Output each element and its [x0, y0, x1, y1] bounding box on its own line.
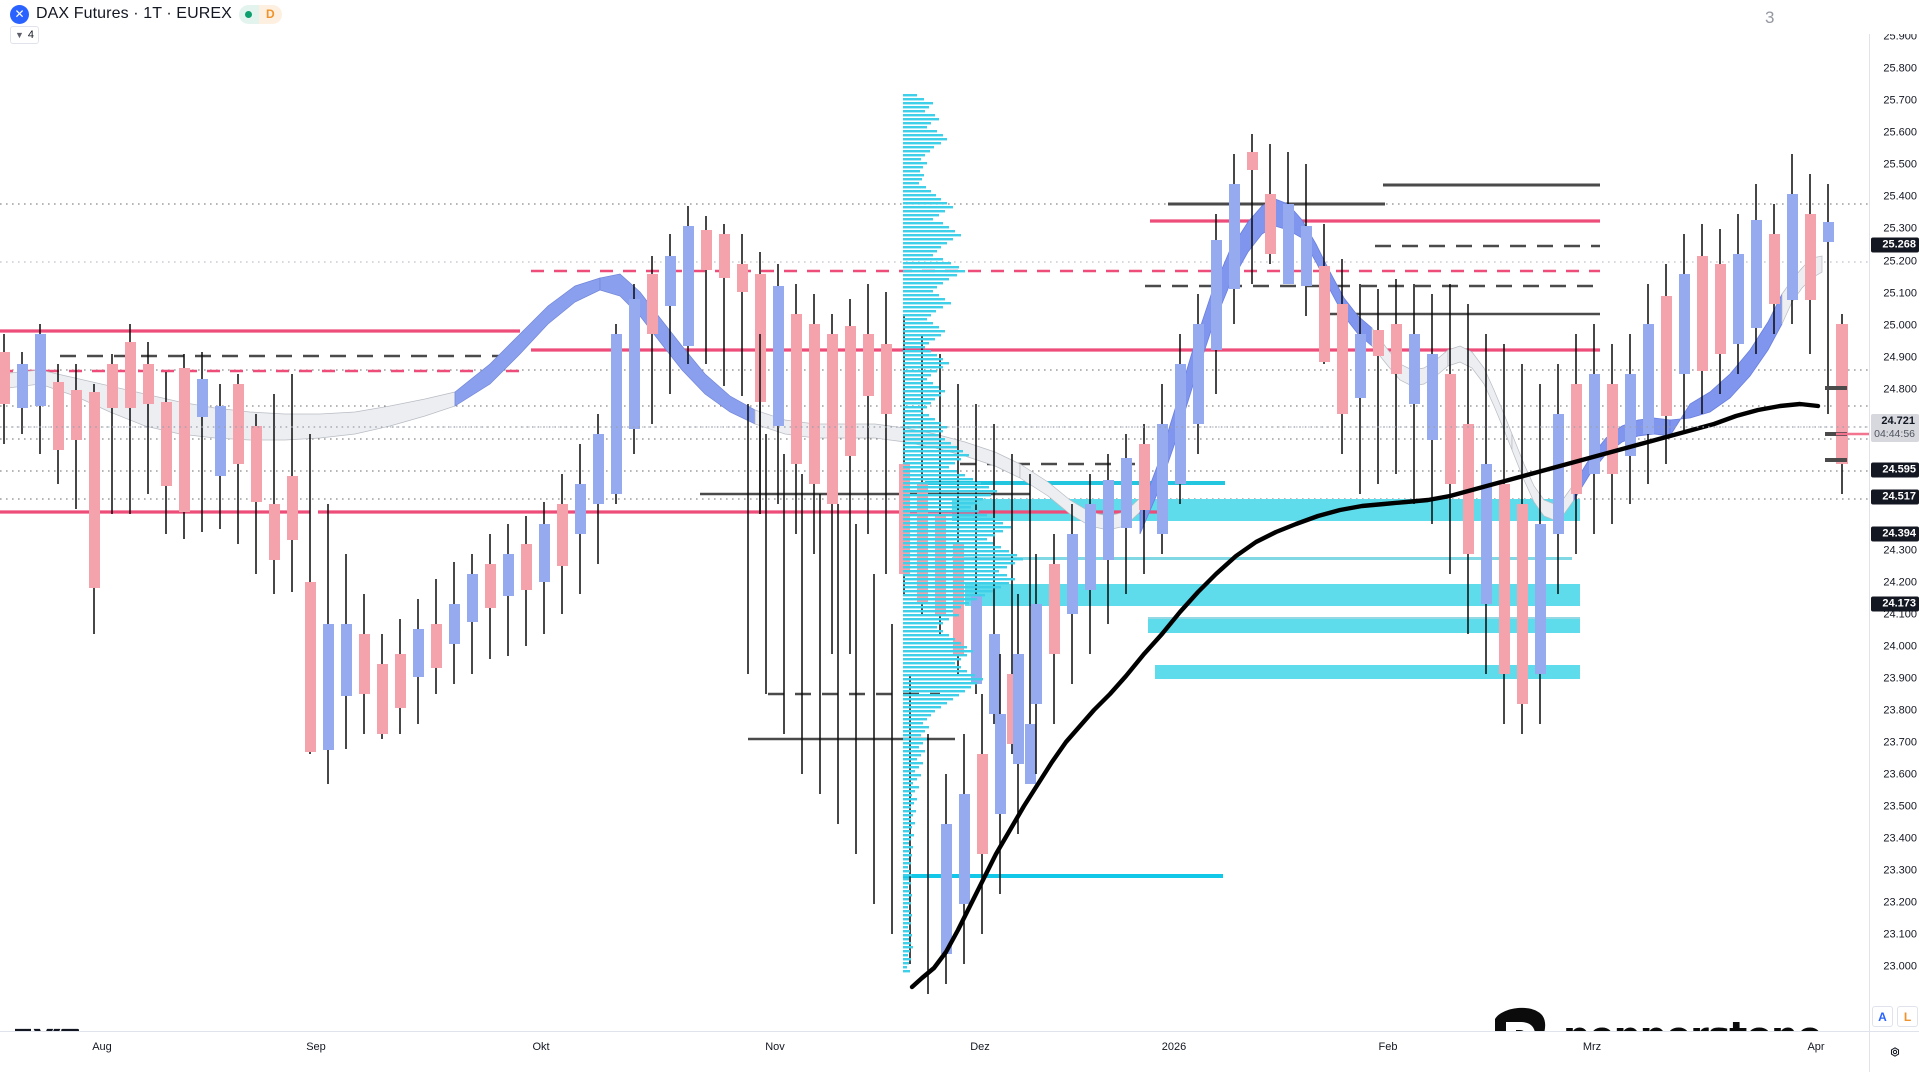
market-open-dot	[238, 4, 259, 24]
price-tick: 25.500	[1883, 158, 1917, 171]
close-x-icon[interactable]: ✕	[10, 4, 29, 24]
symbol-legend[interactable]: ✕ DAX Futures · 1T · EUREX D	[10, 3, 282, 25]
price-level-label[interactable]: 24.173	[1871, 596, 1919, 612]
price-tick: 25.200	[1883, 255, 1917, 268]
time-tick: Dez	[970, 1041, 990, 1053]
last-price-guides	[0, 426, 1869, 436]
time-tick: Okt	[532, 1041, 550, 1053]
trend-line	[909, 401, 1821, 990]
gear-icon	[1890, 1047, 1900, 1057]
price-level-label[interactable]: 25.268	[1871, 237, 1919, 253]
price-tick: 23.200	[1883, 896, 1917, 909]
price-tick: 25.800	[1883, 62, 1917, 75]
price-level-label[interactable]: 24.517	[1871, 489, 1919, 505]
price-tick: 23.600	[1883, 768, 1917, 781]
current-price-label[interactable]: 24.721 04:44:56	[1871, 414, 1919, 442]
price-tick: 25.700	[1883, 94, 1917, 107]
price-tick: 23.900	[1883, 672, 1917, 685]
pepperstone-wordmark: pepperstone	[1563, 1014, 1823, 1031]
price-tick: 24.900	[1883, 351, 1917, 364]
price-tick: 23.400	[1883, 832, 1917, 845]
chevron-down-icon: ▼	[15, 29, 24, 40]
price-tick: 23.800	[1883, 704, 1917, 717]
price-tick: 25.300	[1883, 222, 1917, 235]
time-tick: 2026	[1161, 1041, 1187, 1053]
price-tick: 25.900	[1883, 30, 1917, 43]
candlestick-series	[0, 134, 1848, 994]
volume-profile	[903, 94, 1023, 973]
price-tick: 25.000	[1883, 319, 1917, 332]
collapse-count-label: 4	[27, 29, 35, 41]
pepperstone-logo-icon	[1495, 1007, 1546, 1031]
pane-number-label: 3	[1765, 8, 1775, 27]
price-level-label[interactable]: 24.595	[1871, 462, 1919, 478]
collapse-indicators-button[interactable]: ▼ 4	[10, 26, 40, 44]
price-tick: 24.200	[1883, 576, 1917, 589]
price-tick: 25.100	[1883, 287, 1917, 300]
price-tick: 24.100	[1883, 608, 1917, 621]
axis-settings-corner[interactable]	[1869, 1031, 1919, 1072]
session-badge-label: D	[258, 4, 282, 24]
time-tick: Sep	[306, 1041, 326, 1053]
price-tick: 25.400	[1883, 190, 1917, 203]
price-level-label[interactable]: 24.394	[1871, 526, 1919, 542]
price-tick: 25.600	[1883, 126, 1917, 139]
support-zone-bands	[903, 481, 1580, 878]
price-tick: 23.300	[1883, 864, 1917, 877]
current-price-value: 24.721	[1881, 414, 1915, 427]
log-scale-button[interactable]: L	[1897, 1006, 1918, 1027]
price-axis[interactable]: EUR ▼ 25.90025.80025.70025.60025.50025.4…	[1869, 0, 1919, 1031]
tradingview-logo[interactable]: PRO	[14, 1028, 80, 1031]
price-tick: 23.700	[1883, 736, 1917, 749]
bar-countdown: 04:44:56	[1874, 428, 1915, 441]
axis-mode-buttons: A L	[1870, 1006, 1919, 1027]
time-tick: Mrz	[1582, 1041, 1602, 1053]
time-axis[interactable]: Aug Sep Okt Nov Dez 2026 Feb Mrz Apr	[0, 1031, 1869, 1072]
price-tick: 23.500	[1883, 800, 1917, 813]
time-tick: Aug	[92, 1041, 112, 1053]
price-tick: 24.800	[1883, 383, 1917, 396]
status-badge[interactable]: D	[238, 4, 282, 24]
time-tick: Feb	[1378, 1041, 1398, 1053]
time-tick: Nov	[765, 1041, 785, 1053]
tradingview-mark-icon: PRO	[15, 1028, 79, 1031]
chart-canvas[interactable]: PRO pepperstone	[0, 34, 1869, 1031]
price-tick: 24.000	[1883, 640, 1917, 653]
symbol-title[interactable]: DAX Futures · 1T · EUREX	[36, 5, 232, 22]
price-tick: 23.100	[1883, 928, 1917, 941]
legend-sub-row: ▼ 4	[10, 26, 40, 44]
price-tick: 23.000	[1883, 960, 1917, 973]
pepperstone-watermark: pepperstone	[1487, 1005, 1823, 1031]
price-tick: 24.300	[1883, 544, 1917, 557]
auto-scale-button[interactable]: A	[1872, 1006, 1893, 1027]
price-chart-svg	[0, 94, 1869, 994]
time-tick: Apr	[1807, 1041, 1825, 1053]
chart-legend-bar: ✕ DAX Futures · 1T · EUREX D ▼ 4 3	[0, 0, 1919, 44]
